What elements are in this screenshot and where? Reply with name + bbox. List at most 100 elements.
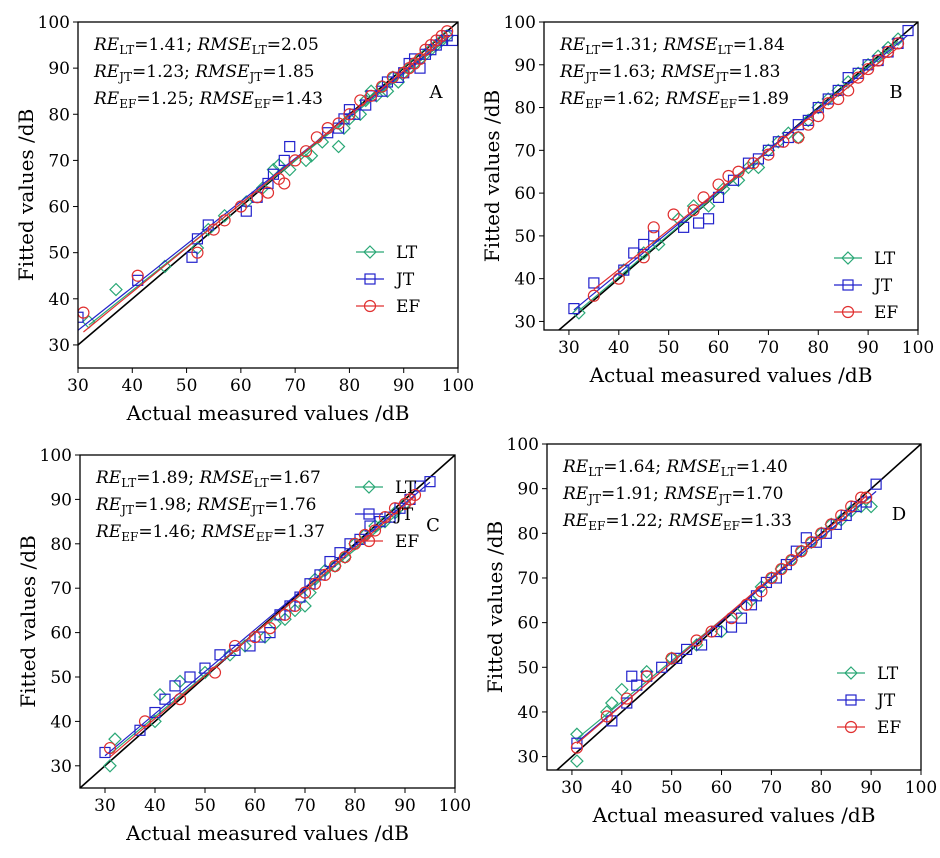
x-tick-label: 70 [284,376,306,396]
data-point-EF [640,670,653,683]
legend-marker [363,245,377,259]
fit-line-EF [576,495,867,745]
data-point-EF [881,45,895,59]
data-point-LT [223,647,237,662]
data-point-EF [408,488,422,502]
data-point-LT [109,282,123,297]
legend-item-JT: JT [837,691,896,711]
legend-marker [844,720,858,734]
data-point-JT [274,609,286,621]
panel-label: C [426,515,440,536]
data-point-JT [149,706,161,719]
data-point-LT [801,113,816,128]
data-point-LT [353,107,368,122]
x-tick-label: 80 [339,376,361,396]
y-tick-label: 60 [48,198,70,218]
data-point-EF [343,108,356,121]
data-point-EF [318,568,332,581]
data-point-EF [386,71,399,84]
metric-annotation: REJT=1.63; RMSEJT=1.83 [559,62,780,84]
data-point-EF [815,527,828,540]
data-point-EF [725,612,738,625]
y-tick-label: 40 [517,703,539,723]
data-point-EF [775,562,788,576]
data-point-EF [722,169,735,183]
data-point-EF [852,71,865,84]
data-point-EF [712,178,725,191]
data-point-JT [384,511,396,523]
data-point-JT [134,724,146,736]
y-tick-label: 60 [50,624,72,644]
data-point-JT [830,518,842,530]
fit-line-EF [83,34,448,333]
data-point-LT [751,160,766,175]
legend-item-EF: EF [834,303,898,323]
data-point-LT [689,638,704,652]
legend-item-LT: LT [834,249,896,269]
data-point-EF [131,269,144,282]
data-point-LT [278,612,292,627]
legend-label: EF [395,532,419,552]
panel-label: B [889,82,902,103]
data-point-LT [299,153,313,168]
data-point-EF [637,251,650,264]
data-point-EF [812,110,825,123]
data-point-EF [348,537,362,550]
metric-annotation: REJT=1.23; RMSEJT=1.85 [93,62,314,84]
metric-annotation: REEF=1.22; RMSEEF=1.33 [562,511,792,533]
data-point-JT [244,640,256,652]
x-tick-label: 80 [344,796,366,816]
data-point-EF [802,118,815,131]
x-tick-label: 50 [176,376,198,396]
panel-D: 30 40 50 60 70 80 90 100 30 40 50 60 70 80 90 100 D RELT=… [483,435,937,827]
data-point-JT [184,671,196,683]
legend-marker [362,534,376,548]
metric-annotation: RELT=1.31; RMSELT=1.84 [559,35,785,57]
data-point-EF [234,200,247,213]
data-point-JT [820,527,832,539]
data-point-EF [792,131,805,144]
x-tick-label: 40 [608,338,630,358]
x-tick-label: 70 [761,778,783,798]
metric-annotation: RELT=1.64; RMSELT=1.40 [562,457,788,479]
legend-label: JT [394,270,415,290]
y-tick-label: 70 [514,141,536,161]
data-point-EF [207,223,220,236]
data-point-EF [332,117,345,130]
y-tick-label: 100 [504,13,536,33]
x-tick-label: 40 [611,778,633,798]
x-tick-label: 60 [711,778,733,798]
data-point-JT [424,476,436,488]
data-point-EF [747,157,760,170]
legend-item-LT: LT [355,478,417,498]
data-point-EF [261,186,275,199]
y-tick-label: 90 [514,56,536,76]
data-point-LT [636,246,651,260]
data-point-EF [755,585,768,598]
data-point-JT [169,680,181,692]
x-tick-label: 50 [661,778,683,798]
data-point-JT [284,140,296,153]
series-JT [99,476,436,759]
y-tick-label: 40 [514,270,536,290]
legend-marker [362,480,376,494]
data-point-EF [354,94,367,107]
x-tick-label: 30 [561,778,583,798]
data-point-LT [864,499,878,514]
legend-marker [844,666,858,680]
data-point-JT [671,652,683,664]
reference-lines [80,455,455,788]
data-point-EF [298,586,312,599]
data-point-JT [725,621,738,633]
legend-label: JT [393,505,414,525]
data-point-EF [310,131,323,144]
data-point-JT [840,509,852,522]
data-point-LT [570,727,584,742]
data-point-JT [762,144,775,156]
data-point-EF [413,52,427,66]
x-tick-label: 30 [94,796,116,816]
data-point-LT [871,49,885,64]
data-point-EF [208,666,222,679]
data-point-LT [891,32,905,46]
data-point-EF [248,630,262,644]
